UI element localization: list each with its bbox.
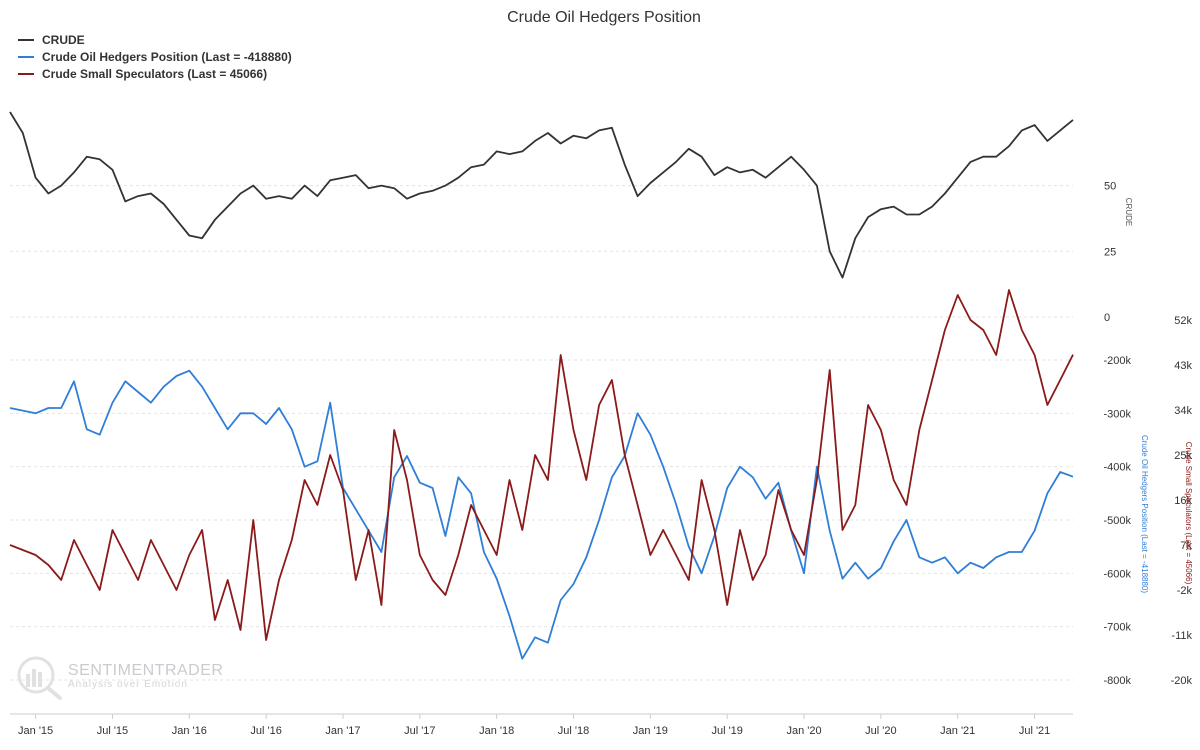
legend: CRUDE Crude Oil Hedgers Position (Last = … <box>18 33 292 81</box>
x-tick-label: Jan '15 <box>18 725 53 737</box>
speculators-tick-label: -11k <box>1171 630 1192 642</box>
crude-tick-label: 50 <box>1104 181 1116 193</box>
speculators-axis-title: Crude Small Speculators (Last = 45066) <box>1184 442 1193 585</box>
series-hedgers-line <box>9 369 1074 660</box>
x-tick-label: Jan '21 <box>940 725 975 737</box>
crude-tick-label: 0 <box>1104 312 1110 324</box>
crude-tick-label: 25 <box>1104 246 1116 258</box>
legend-item[interactable]: CRUDE <box>42 33 85 47</box>
hedgers-tick-label: -200k <box>1103 355 1131 367</box>
speculators-tick-label: 7k <box>1180 540 1192 552</box>
x-tick-label: Jul '17 <box>404 725 435 737</box>
series-speculators-line <box>9 289 1074 641</box>
hedgers-tick-label: -300k <box>1103 408 1131 420</box>
gridlines <box>10 185 1073 681</box>
speculators-tick-label: -2k <box>1177 585 1193 597</box>
speculators-tick-label: 52k <box>1174 315 1192 327</box>
legend-item[interactable]: Crude Small Speculators (Last = 45066) <box>42 67 267 81</box>
hedgers-tick-label: -400k <box>1103 462 1131 474</box>
series-crude-line <box>9 111 1074 279</box>
crude-axis-title: CRUDE <box>1124 198 1133 226</box>
plot-area <box>9 111 1074 660</box>
speculators-tick-label: 34k <box>1174 405 1192 417</box>
hedgers-axis-title: Crude Oil Hedgers Position (Last = -4188… <box>1140 435 1149 593</box>
x-tick-label: Jan '18 <box>479 725 514 737</box>
watermark-logo-icon <box>17 656 62 700</box>
hedgers-tick-label: -500k <box>1103 515 1131 527</box>
x-tick-label: Jan '17 <box>325 725 360 737</box>
x-tick-label: Jul '16 <box>250 725 281 737</box>
hedgers-tick-label: -700k <box>1103 622 1131 634</box>
speculators-tick-label: 43k <box>1174 360 1192 372</box>
chart-title: Crude Oil Hedgers Position <box>507 9 701 26</box>
x-tick-label: Jul '21 <box>1019 725 1050 737</box>
axes: 0 25 50 CRUDE -200k -300k -400k -500k -600k -700k… <box>10 181 1193 737</box>
x-tick-label: Jul '18 <box>558 725 589 737</box>
hedgers-tick-label: -600k <box>1103 568 1131 580</box>
watermark-name: SENTIMENTRADER <box>68 662 223 679</box>
x-tick-label: Jan '16 <box>172 725 207 737</box>
speculators-tick-label: -20k <box>1171 675 1193 687</box>
watermark: SENTIMENTRADER Analysis over Emotion <box>17 656 223 700</box>
watermark-tagline: Analysis over Emotion <box>68 679 188 690</box>
legend-item[interactable]: Crude Oil Hedgers Position (Last = -4188… <box>42 50 292 64</box>
x-tick-label: Jan '20 <box>786 725 821 737</box>
x-tick-label: Jan '19 <box>633 725 668 737</box>
hedgers-tick-label: -800k <box>1103 675 1131 687</box>
x-tick-label: Jul '20 <box>865 725 896 737</box>
speculators-tick-label: 16k <box>1174 495 1192 507</box>
x-tick-label: Jul '19 <box>711 725 742 737</box>
speculators-tick-label: 25k <box>1174 450 1192 462</box>
x-tick-label: Jul '15 <box>97 725 128 737</box>
